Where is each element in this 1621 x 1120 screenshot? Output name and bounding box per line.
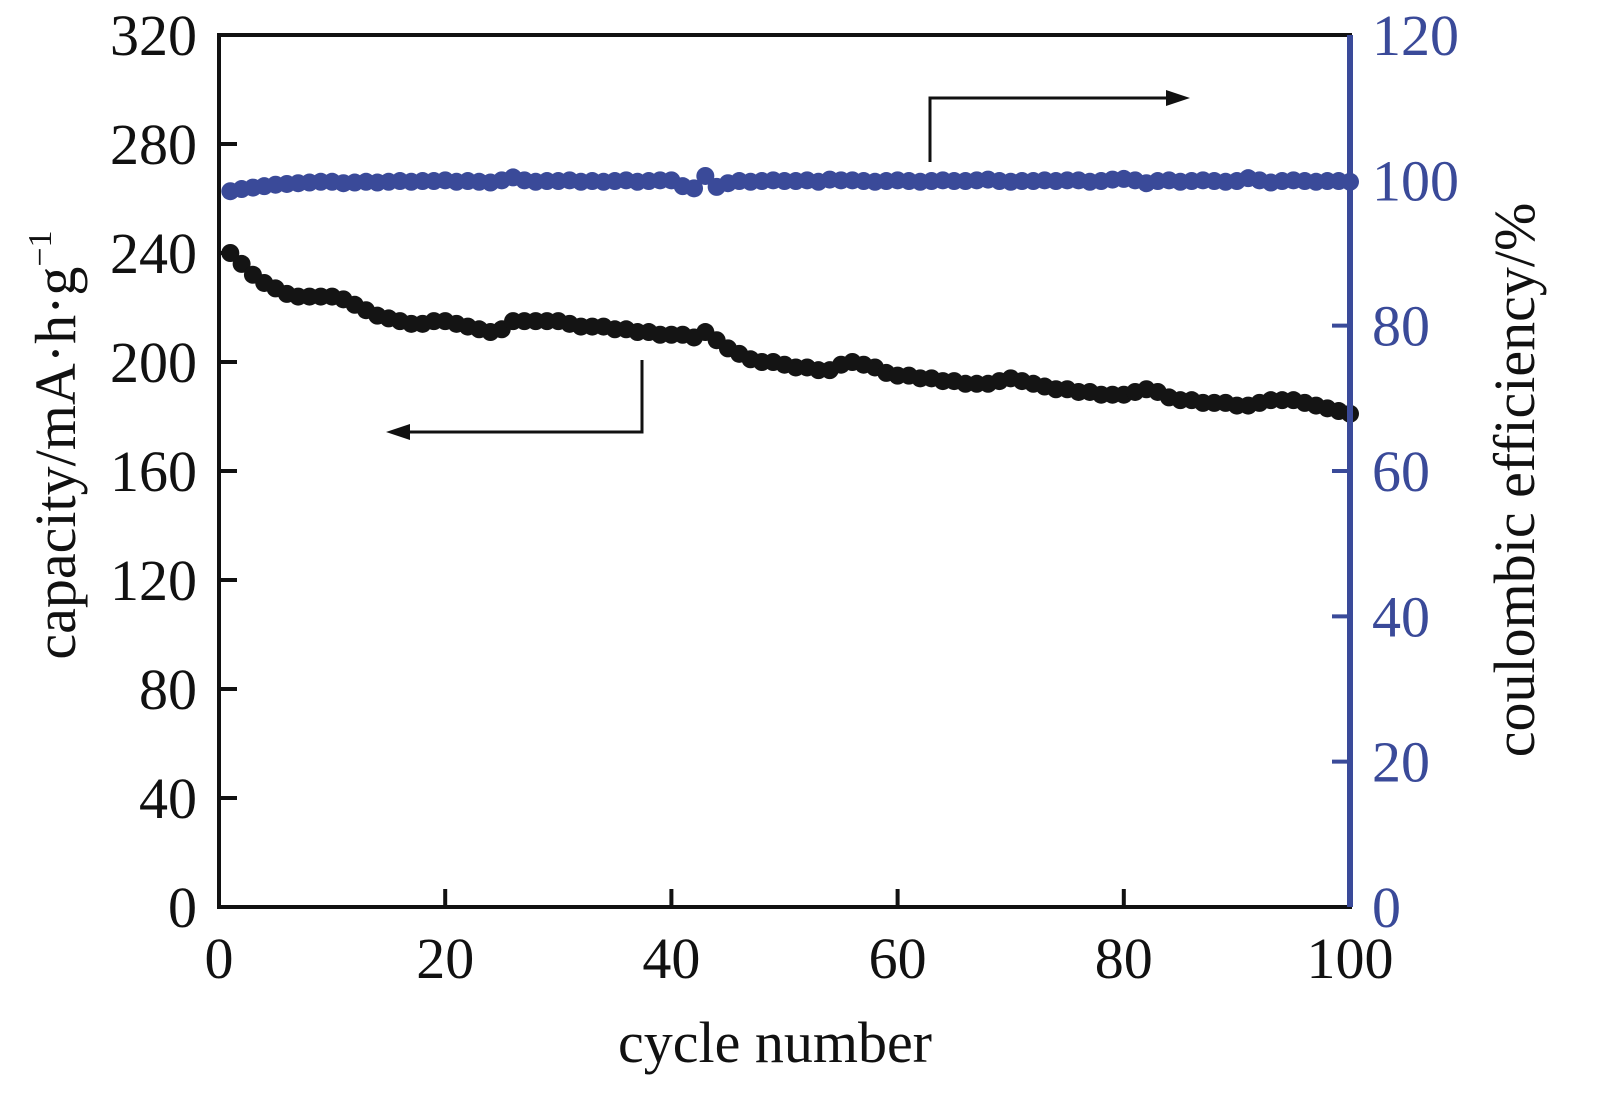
right-y-tick-label: 60 [1372,439,1430,504]
capacity-point [232,254,251,273]
left-y-tick-label: 40 [139,766,197,831]
x-tick-label: 100 [1307,926,1394,991]
left-y-tick-label: 280 [110,112,197,177]
x-tick-label: 20 [416,926,474,991]
plot-frame [217,33,1352,909]
x-tick-labels: 0 20 40 60 80 100 [205,926,1394,991]
efficiency-series [221,166,1359,201]
x-tick-label: 60 [869,926,927,991]
right-y-tick-label: 40 [1372,584,1430,649]
x-tick-label: 40 [642,926,700,991]
efficiency-point [696,166,715,185]
right-y-tick-label: 0 [1372,875,1401,940]
left-y-tick-label: 0 [168,875,197,940]
x-tick-label: 0 [205,926,234,991]
left-y-axis-title-main: capacity/mA·h·g [23,267,88,660]
left-y-tick-label: 120 [110,548,197,613]
efficiency-arrow [928,90,1190,162]
left-y-tick-labels: 0 40 80 120 160 200 240 280 320 [110,3,197,940]
right-y-tick-label: 120 [1372,3,1459,68]
left-y-axis-title: capacity/mA·h·g−1 [22,230,88,659]
x-tick-label: 80 [1095,926,1153,991]
right-y-axis-title: coulombic efficiency/% [1482,203,1547,758]
left-y-axis-title-superscript: −1 [22,230,59,266]
capacity-arrow [386,360,644,440]
capacity-series [221,244,1359,423]
left-y-tick-label: 80 [139,657,197,722]
x-axis-title: cycle number [618,1010,932,1075]
tick-marks [219,142,1350,907]
right-y-tick-labels: 0 20 40 60 80 100 120 [1372,3,1459,940]
right-y-tick-label: 20 [1372,730,1430,795]
efficiency-point [685,179,704,198]
right-y-tick-label: 80 [1372,294,1430,359]
right-y-tick-label: 100 [1372,148,1459,213]
left-y-tick-label: 200 [110,330,197,395]
left-y-tick-label: 160 [110,439,197,504]
left-y-tick-label: 240 [110,221,197,286]
capacity-point [221,244,240,262]
left-y-tick-label: 320 [110,3,197,68]
